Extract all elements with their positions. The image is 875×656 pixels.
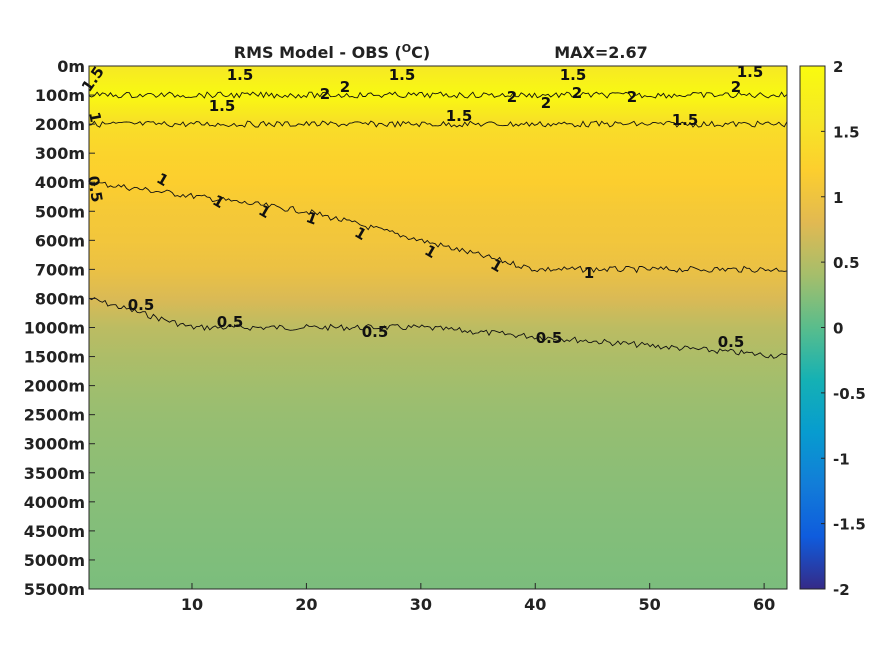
contour-line-1 (88, 181, 788, 274)
colorbar-tick-label: -1 (833, 450, 850, 468)
y-tick-label: 500m (35, 202, 85, 221)
contour-label-26: 0.5 (217, 313, 244, 331)
y-tick-label: 3500m (24, 464, 85, 483)
contour-label-16: 0.5 (84, 174, 106, 203)
contour-label-5: 2 (320, 85, 330, 103)
y-tick-label: 2500m (24, 406, 85, 425)
colorbar-tick-label: 2 (833, 58, 843, 76)
chart-title: RMS Model - OBS (OC) (234, 42, 430, 62)
colorbar-tick-label: 0 (833, 320, 843, 338)
contour-label-24: 1 (584, 264, 594, 282)
y-tick-label: 200m (35, 115, 85, 134)
contour-label-13: 1.5 (446, 107, 473, 125)
chart-title-unit-close: C) (411, 43, 430, 62)
x-tick-label: 10 (181, 595, 203, 614)
colorbar-tick-label: -1.5 (833, 516, 866, 534)
contour-labels: 1.5 1.5 1.5 1.5 1.52 22 22 221.51.5 1.510.5 11 1 11… (78, 63, 763, 351)
y-tick-label: 2000m (24, 377, 85, 396)
y-tick-label: 300m (35, 144, 85, 163)
y-tick-label: 800m (35, 289, 85, 308)
y-tick-label: 5000m (24, 551, 85, 570)
colorbar (799, 65, 826, 590)
x-tick-label: 30 (410, 595, 432, 614)
contour-label-29: 0.5 (718, 333, 745, 351)
contour-line-0-5 (88, 297, 788, 359)
x-tick-label: 50 (639, 595, 661, 614)
colorbar-tick-label: -0.5 (833, 385, 866, 403)
contour-label-27: 0.5 (362, 323, 389, 341)
contour-label-2: 1.5 (389, 66, 416, 84)
y-tick-label: 5500m (24, 580, 85, 599)
contour-label-9: 2 (572, 84, 582, 102)
y-tick-label: 400m (35, 173, 85, 192)
contour-label-1: 1.5 (227, 66, 254, 84)
contour-label-6: 2 (340, 78, 350, 96)
chart-title-unit-super: O (402, 42, 411, 55)
y-tick-label: 700m (35, 260, 85, 279)
contour-line-2 (88, 91, 788, 99)
contour-label-7: 2 (507, 88, 517, 106)
contour-label-11: 2 (731, 78, 741, 96)
x-tick-label: 60 (753, 595, 775, 614)
colorbar-tick-label: -2 (833, 581, 850, 599)
contour-label-14: 1.5 (672, 111, 699, 129)
y-tick-label: 1500m (24, 348, 85, 367)
contour-lines (88, 91, 788, 359)
y-tick-label: 600m (35, 231, 85, 250)
y-tick-label: 4000m (24, 493, 85, 512)
contour-label-25: 0.5 (128, 296, 155, 314)
heatmap-field (89, 66, 787, 589)
contour-label-3: 1.5 (560, 66, 587, 84)
contour-label-12: 1.5 (209, 97, 236, 115)
y-axis-ticks: 0m 100m 200m 300m 400m 500m 600m 700m 800m 1000m 1… (24, 57, 95, 599)
contour-label-15: 1 (85, 110, 105, 123)
y-tick-label: 100m (35, 86, 85, 105)
x-tick-label: 40 (524, 595, 546, 614)
contour-label-4: 1.5 (737, 63, 764, 81)
colorbar-ticks: 2 1.5 1 0.5 0 -0.5 -1 -1.5 -2 (821, 58, 866, 599)
contour-label-10: 2 (627, 88, 637, 106)
colorbar-gradient (799, 65, 826, 590)
x-tick-label: 20 (295, 595, 317, 614)
x-axis-ticks: 10 20 30 40 50 60 (181, 583, 775, 614)
contour-label-8: 2 (541, 94, 551, 112)
colorbar-tick-label: 1.5 (833, 123, 860, 141)
max-label: MAX=2.67 (554, 43, 648, 62)
y-tick-label: 3000m (24, 435, 85, 454)
contour-line-1-5 (88, 120, 788, 128)
chart-title-main: RMS Model - OBS (234, 43, 389, 62)
y-tick-label: 0m (57, 57, 85, 76)
plot-area (89, 66, 787, 589)
contour-label-28: 0.5 (536, 329, 563, 347)
chart-title-unit-open: ( (394, 43, 401, 62)
colorbar-tick-label: 1 (833, 189, 843, 207)
y-tick-label: 1000m (24, 319, 85, 338)
y-tick-label: 4500m (24, 522, 85, 541)
colorbar-tick-label: 0.5 (833, 254, 860, 272)
